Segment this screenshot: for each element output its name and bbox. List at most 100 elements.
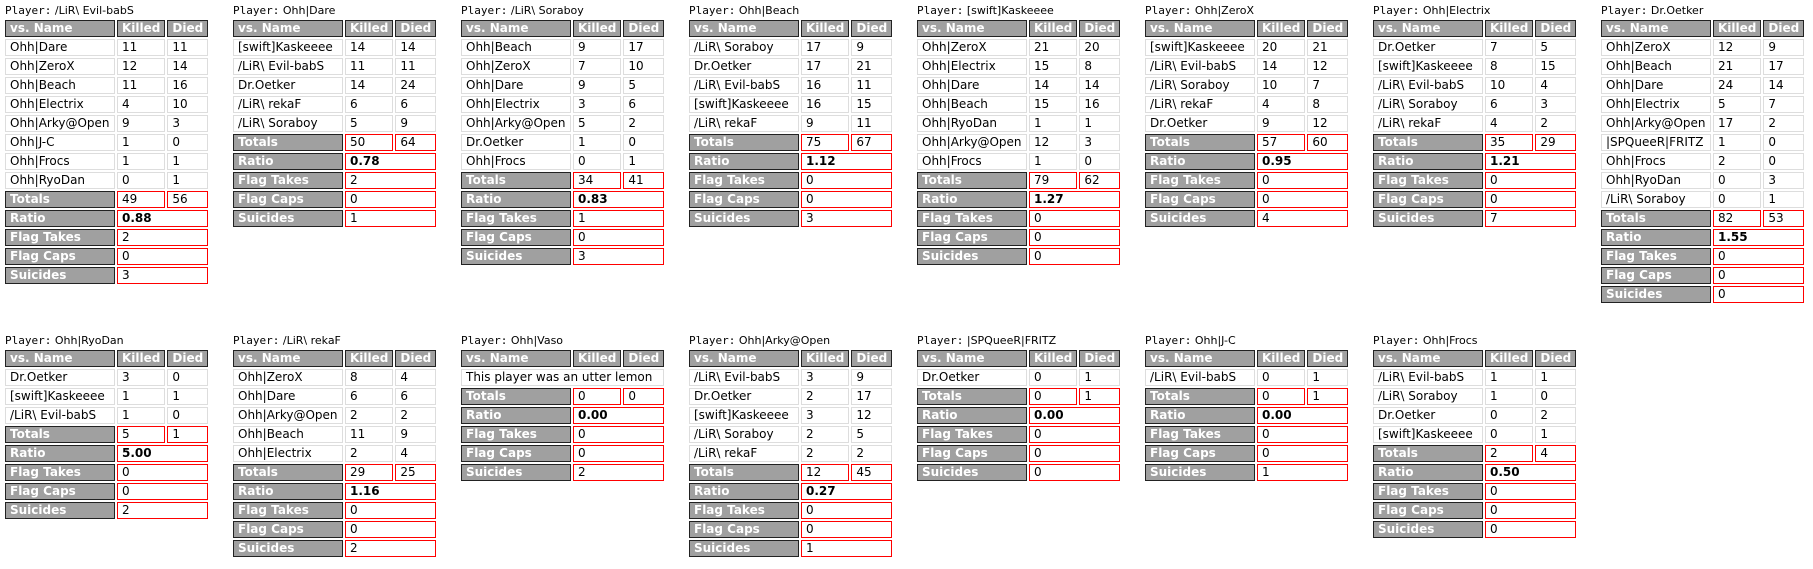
ratio-row: Ratio 0.27 bbox=[689, 483, 893, 500]
flag-takes-row: Flag Takes 0 bbox=[461, 426, 665, 443]
killed-count: 1 bbox=[117, 407, 166, 424]
flag-caps-value: 0 bbox=[1029, 445, 1121, 462]
killed-count: 1 bbox=[1713, 134, 1762, 151]
totals-label: Totals bbox=[917, 388, 1027, 405]
died-count: 2 bbox=[395, 407, 437, 424]
opponent-name: /LiR\ Soraboy bbox=[689, 39, 799, 56]
killed-count: 10 bbox=[1485, 77, 1534, 94]
killed-count: 0 bbox=[573, 153, 622, 170]
flag-takes-value: 2 bbox=[345, 172, 437, 189]
suicides-label: Suicides bbox=[917, 464, 1027, 481]
column-header-died: Died bbox=[395, 350, 437, 367]
killed-count: 14 bbox=[1029, 77, 1078, 94]
table-row: /LiR\ Evil-babS 3 9 bbox=[689, 369, 893, 386]
killed-count: 16 bbox=[801, 77, 850, 94]
player-name: [swift]Kaskeeee bbox=[966, 4, 1054, 17]
killed-count: 5 bbox=[1713, 96, 1762, 113]
total-died: 25 bbox=[395, 464, 437, 481]
ratio-value: 5.00 bbox=[117, 445, 209, 462]
totals-row: Totals 34 41 bbox=[461, 172, 665, 189]
opponent-name: [swift]Kaskeeee bbox=[1145, 39, 1255, 56]
opponent-name: Ohh|Dare bbox=[917, 77, 1027, 94]
opponent-name: /LiR\ Evil-babS bbox=[5, 407, 115, 424]
table-row: /LiR\ Soraboy 0 1 bbox=[1601, 191, 1805, 208]
killed-count: 15 bbox=[1029, 96, 1078, 113]
totals-row: Totals 79 62 bbox=[917, 172, 1121, 189]
totals-row: Totals 75 67 bbox=[689, 134, 893, 151]
died-count: 3 bbox=[167, 115, 209, 132]
killed-count: 21 bbox=[1029, 39, 1078, 56]
table-row: Ohh|RyoDan 1 1 bbox=[917, 115, 1121, 132]
flag-takes-label: Flag Takes bbox=[1373, 483, 1483, 500]
table-row: Dr.Oetker 0 1 bbox=[917, 369, 1121, 386]
totals-row: Totals 5 1 bbox=[5, 426, 209, 443]
flag-takes-label: Flag Takes bbox=[689, 172, 799, 189]
flag-caps-row: Flag Caps 0 bbox=[1373, 502, 1577, 519]
player-stats-block: Player: Ohh|ZeroX vs. Name Killed Died [swif… bbox=[1144, 4, 1372, 305]
column-header-name: vs. Name bbox=[917, 350, 1027, 367]
table-row: |SPQueeR|FRITZ 1 0 bbox=[1601, 134, 1805, 151]
killed-count: 16 bbox=[801, 96, 850, 113]
player-stats-block: Player: /LiR\ Evil-babS vs. Name Killed Die… bbox=[4, 4, 232, 305]
opponent-name: Dr.Oetker bbox=[917, 369, 1027, 386]
table-row: Dr.Oetker 0 2 bbox=[1373, 407, 1577, 424]
flag-caps-value: 0 bbox=[345, 191, 437, 208]
total-died: 1 bbox=[167, 426, 209, 443]
column-header-name: vs. Name bbox=[233, 20, 343, 37]
table-row: /LiR\ Soraboy 5 9 bbox=[233, 115, 437, 132]
player-prefix: Player: bbox=[917, 4, 964, 17]
opponent-name: /LiR\ Evil-babS bbox=[1373, 77, 1483, 94]
column-header-name: vs. Name bbox=[5, 20, 115, 37]
ratio-row: Ratio 5.00 bbox=[5, 445, 209, 462]
flag-takes-label: Flag Takes bbox=[1145, 172, 1255, 189]
header-row: vs. Name Killed Died bbox=[5, 350, 209, 367]
totals-label: Totals bbox=[233, 464, 343, 481]
player-label: Player: [swift]Kaskeeee bbox=[917, 4, 1144, 18]
suicides-row: Suicides 2 bbox=[5, 502, 209, 519]
table-row: /LiR\ Evil-babS 10 4 bbox=[1373, 77, 1577, 94]
suicides-row: Suicides 2 bbox=[233, 540, 437, 557]
flag-caps-label: Flag Caps bbox=[5, 483, 115, 500]
died-count: 1 bbox=[623, 153, 665, 170]
killed-count: 0 bbox=[1485, 407, 1534, 424]
died-count: 0 bbox=[623, 134, 665, 151]
flag-caps-value: 0 bbox=[573, 229, 665, 246]
totals-row: Totals 29 25 bbox=[233, 464, 437, 481]
flag-caps-value: 0 bbox=[1485, 191, 1577, 208]
player-prefix: Player: bbox=[461, 334, 508, 347]
table-row: /LiR\ Evil-babS 16 11 bbox=[689, 77, 893, 94]
died-count: 2 bbox=[623, 115, 665, 132]
column-header-died: Died bbox=[1535, 350, 1577, 367]
column-header-name: vs. Name bbox=[1145, 350, 1255, 367]
died-count: 12 bbox=[1307, 58, 1349, 75]
opponent-name: Ohh|Frocs bbox=[461, 153, 571, 170]
player-name: Ohh|Arky@Open bbox=[738, 334, 831, 347]
killed-count: 4 bbox=[1485, 115, 1534, 132]
player-stats-table: vs. Name Killed Died Ohh|ZeroX 21 20 Ohh|Elect… bbox=[915, 18, 1122, 267]
died-count: 2 bbox=[1535, 407, 1577, 424]
column-header-name: vs. Name bbox=[1601, 20, 1711, 37]
flag-takes-label: Flag Takes bbox=[461, 426, 571, 443]
total-killed: 82 bbox=[1713, 210, 1762, 227]
flag-takes-value: 0 bbox=[801, 172, 893, 189]
died-count: 10 bbox=[623, 58, 665, 75]
killed-count: 1 bbox=[117, 153, 166, 170]
total-killed: 0 bbox=[573, 388, 622, 405]
player-stats-table: vs. Name Killed Died Dr.Oetker 0 1 Totals 0 1 Rat… bbox=[915, 348, 1122, 483]
killed-count: 6 bbox=[345, 96, 394, 113]
totals-row: Totals 0 1 bbox=[1145, 388, 1349, 405]
ratio-label: Ratio bbox=[5, 445, 115, 462]
opponent-name: Dr.Oetker bbox=[1145, 115, 1255, 132]
flag-takes-value: 0 bbox=[1485, 172, 1577, 189]
table-row: [swift]Kaskeeee 8 15 bbox=[1373, 58, 1577, 75]
column-header-died: Died bbox=[395, 20, 437, 37]
player-prefix: Player: bbox=[689, 334, 736, 347]
killed-count: 1 bbox=[1029, 115, 1078, 132]
player-stats-block: Player: Ohh|Dare vs. Name Killed Died [swift… bbox=[232, 4, 460, 305]
suicides-value: 3 bbox=[801, 210, 893, 227]
opponent-name: Ohh|J-C bbox=[5, 134, 115, 151]
killed-count: 14 bbox=[345, 39, 394, 56]
died-count: 17 bbox=[1763, 58, 1805, 75]
died-count: 17 bbox=[623, 39, 665, 56]
flag-caps-row: Flag Caps 0 bbox=[233, 521, 437, 538]
